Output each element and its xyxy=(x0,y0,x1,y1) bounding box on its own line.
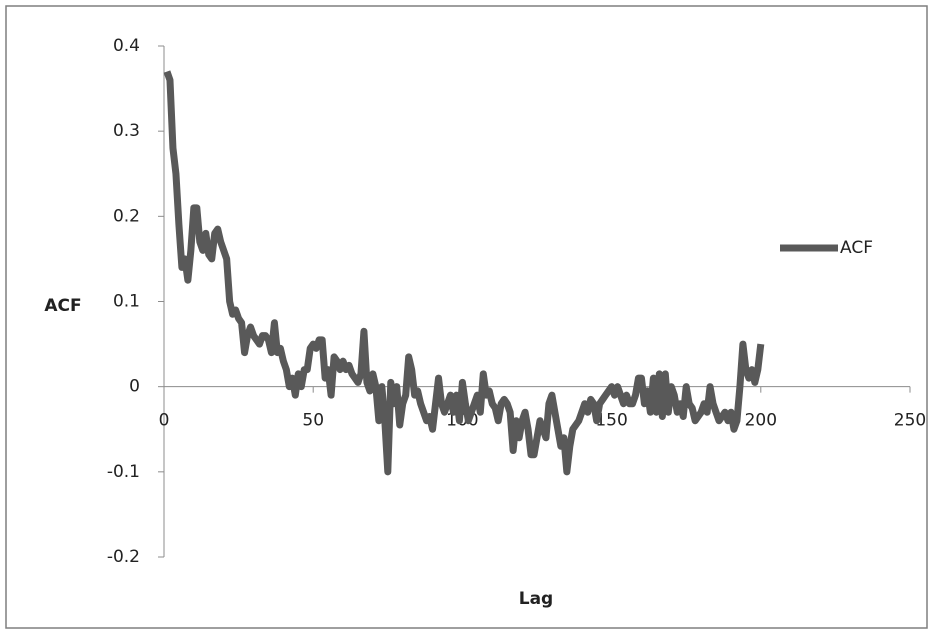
data-line xyxy=(163,70,765,476)
x-axis-title: Lag xyxy=(519,589,553,609)
x-tick-label: 150 xyxy=(595,411,627,431)
x-tick-label: 0 xyxy=(159,411,170,431)
legend-label: ACF xyxy=(840,238,873,258)
x-tick-label: 200 xyxy=(745,411,777,431)
x-tick-label: 250 xyxy=(894,411,926,431)
y-axis-title: ACF xyxy=(44,296,81,316)
y-tick-label: 0.2 xyxy=(113,206,140,226)
x-tick-label: 50 xyxy=(302,411,324,431)
y-tick-label: -0.1 xyxy=(107,462,140,482)
y-tick-label: 0.3 xyxy=(113,121,140,141)
y-tick-label: 0.4 xyxy=(113,36,140,56)
chart-border xyxy=(5,5,928,629)
y-tick-label: 0.1 xyxy=(113,292,140,312)
y-tick-label: 0 xyxy=(129,377,140,397)
y-tick-label: -0.2 xyxy=(107,547,140,567)
